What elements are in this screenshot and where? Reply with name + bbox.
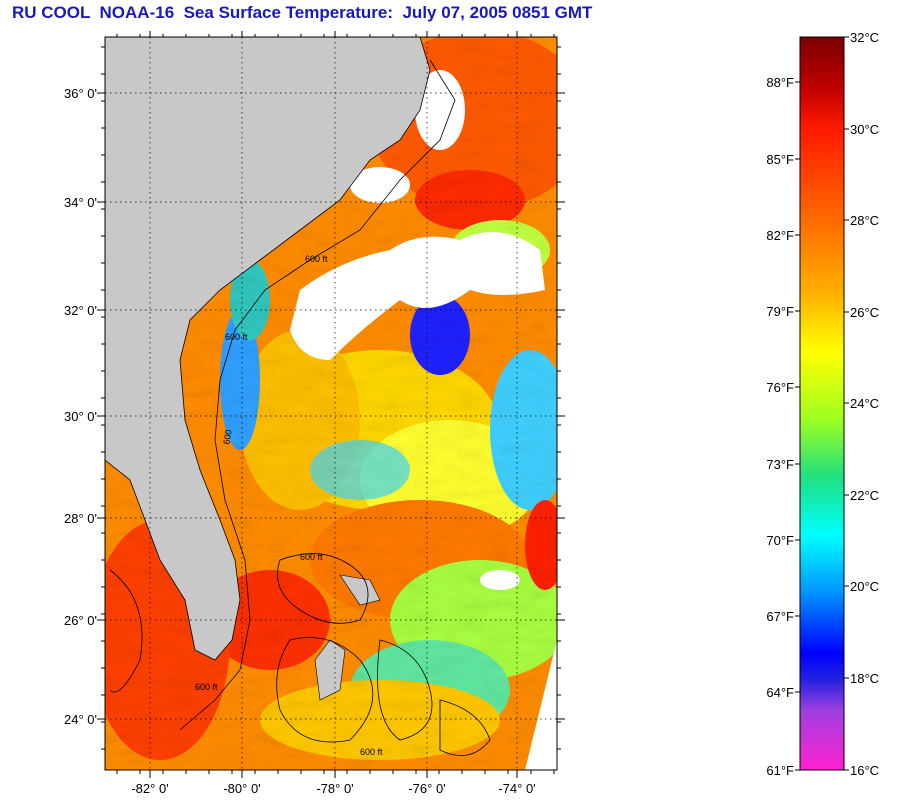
- map-title: RU COOL NOAA-16 Sea Surface Temperature:…: [12, 3, 593, 22]
- map-area: 600 ft 600 ft 600 600 ft 600 ft 600 ft: [105, 37, 557, 770]
- no-data-region: [525, 640, 557, 770]
- fahrenheit-label: 64°F: [766, 685, 794, 700]
- lat-label: 28° 0': [64, 511, 97, 526]
- celsius-label: 18°C: [850, 671, 879, 686]
- fahrenheit-label: 85°F: [766, 152, 794, 167]
- lat-label: 26° 0': [64, 613, 97, 628]
- map-ticks: [97, 31, 565, 778]
- contour-label: 600 ft: [195, 682, 218, 692]
- lon-label: -74° 0': [498, 781, 535, 796]
- lat-label: 30° 0': [64, 409, 97, 424]
- land-us-southeast: [105, 37, 431, 661]
- contour-label: 600 ft: [360, 747, 383, 757]
- contour-labels: 600 ft 600 ft 600 600 ft 600 ft 600 ft: [195, 254, 383, 757]
- colorbar-celsius-labels: 32°C 30°C 28°C 26°C 24°C 22°C 20°C 18°C …: [850, 30, 879, 778]
- fahrenheit-label: 79°F: [766, 304, 794, 319]
- celsius-label: 24°C: [850, 396, 879, 411]
- fahrenheit-label: 70°F: [766, 533, 794, 548]
- colorbar-ticks: [795, 36, 849, 771]
- lon-label: -78° 0': [316, 781, 353, 796]
- contour-label: 600: [221, 429, 233, 446]
- celsius-label: 22°C: [850, 488, 879, 503]
- latitude-labels: 36° 0' 34° 0' 32° 0' 30° 0' 28° 0' 26° 0…: [64, 86, 97, 727]
- land-bahamas: [314, 574, 381, 701]
- colorbar-fahrenheit-labels: 88°F 85°F 82°F 79°F 76°F 73°F 70°F 67°F …: [766, 75, 794, 778]
- contour-label: 600 ft: [305, 254, 328, 264]
- celsius-label: 28°C: [850, 213, 879, 228]
- lon-label: -76° 0': [408, 781, 445, 796]
- fahrenheit-label: 67°F: [766, 609, 794, 624]
- lon-label: -80° 0': [223, 781, 260, 796]
- lat-label: 34° 0': [64, 195, 97, 210]
- fahrenheit-label: 82°F: [766, 228, 794, 243]
- map-frame: [104, 36, 558, 771]
- celsius-label: 30°C: [850, 122, 879, 137]
- graticule: [105, 37, 557, 770]
- celsius-label: 32°C: [850, 30, 879, 45]
- cloud-mask: [290, 70, 545, 590]
- fahrenheit-label: 61°F: [766, 763, 794, 778]
- celsius-label: 16°C: [850, 763, 879, 778]
- longitude-labels: -82° 0' -80° 0' -78° 0' -76° 0' -74° 0': [131, 781, 535, 796]
- colorbar: [799, 36, 845, 771]
- fahrenheit-label: 73°F: [766, 457, 794, 472]
- lat-label: 32° 0': [64, 303, 97, 318]
- contour-label: 600 ft: [300, 552, 323, 562]
- lon-label: -82° 0': [131, 781, 168, 796]
- lat-label: 24° 0': [64, 712, 97, 727]
- contour-label: 600 ft: [225, 332, 248, 342]
- depth-contours: [109, 59, 491, 757]
- fahrenheit-label: 88°F: [766, 75, 794, 90]
- fahrenheit-label: 76°F: [766, 380, 794, 395]
- celsius-label: 26°C: [850, 305, 879, 320]
- celsius-label: 20°C: [850, 579, 879, 594]
- lat-label: 36° 0': [64, 86, 97, 101]
